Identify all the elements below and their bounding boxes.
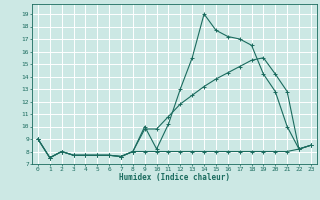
X-axis label: Humidex (Indice chaleur): Humidex (Indice chaleur) [119, 173, 230, 182]
